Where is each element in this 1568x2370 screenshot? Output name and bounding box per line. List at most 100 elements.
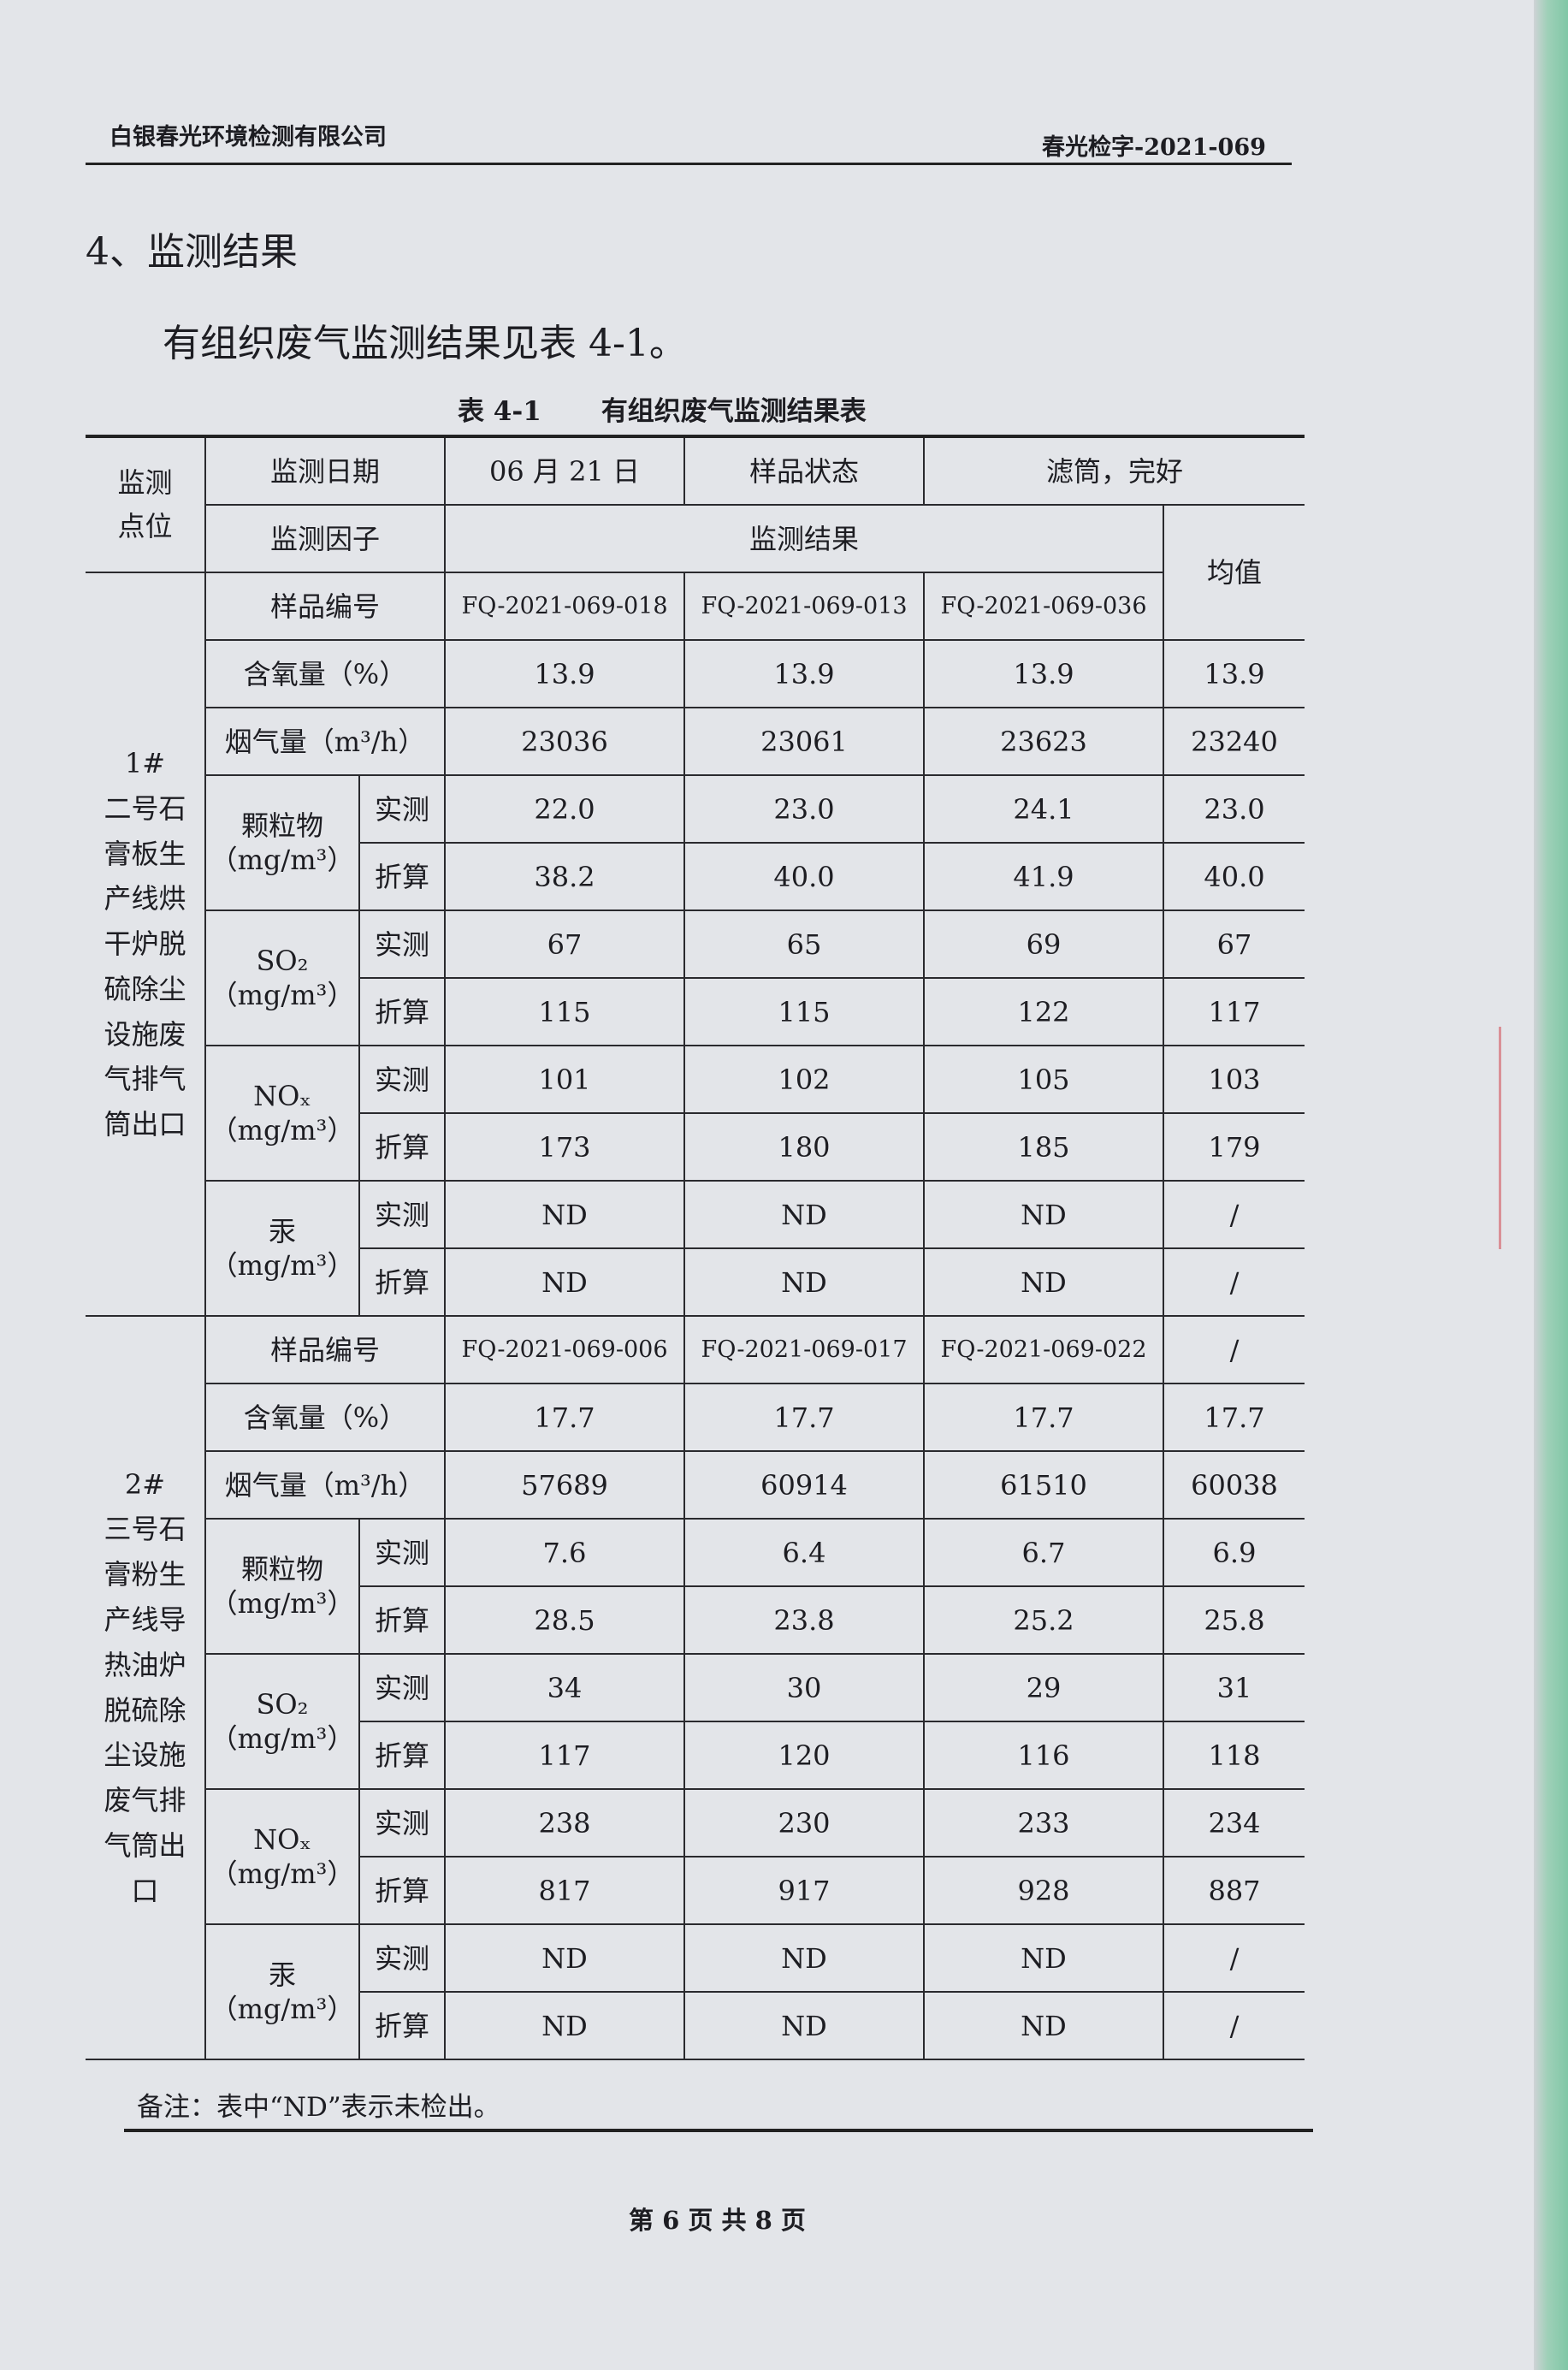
sample-id-label: 样品编号 — [204, 1315, 446, 1384]
flow-value: 61510 — [923, 1450, 1164, 1520]
converted-label: 折算 — [358, 1112, 446, 1182]
converted-value: 25.2 — [923, 1585, 1164, 1655]
measured-value: 67 — [444, 909, 685, 979]
measured-value: ND — [923, 1923, 1164, 1993]
converted-value: 28.5 — [444, 1585, 685, 1655]
section-title: 4、监测结果 — [86, 230, 298, 274]
table-row: 含氧量（%） 17.7 17.7 17.7 17.7 — [86, 1383, 1305, 1452]
converted-mean: 25.8 — [1163, 1585, 1305, 1655]
converted-value: 38.2 — [444, 842, 685, 911]
pollutant-unit: （mg/m³） — [210, 1722, 355, 1755]
converted-mean: 179 — [1163, 1112, 1305, 1182]
pollutant-name-cell: 汞（mg/m³） — [204, 1923, 360, 2060]
site-name-line: 设施废 — [104, 1017, 186, 1051]
measured-mean: / — [1163, 1180, 1305, 1249]
measured-value: ND — [683, 1923, 925, 1993]
flow-mean: 60038 — [1163, 1450, 1305, 1520]
measured-value: 24.1 — [923, 774, 1164, 844]
converted-value: 120 — [683, 1721, 925, 1790]
converted-value: 23.8 — [683, 1585, 925, 1655]
result-label: 监测结果 — [444, 504, 1164, 573]
table-row: 折算 ND ND ND / — [86, 1247, 1305, 1317]
pollutant-unit: （mg/m³） — [210, 1114, 355, 1146]
table-row: 监测因子 监测结果 均值 — [86, 504, 1305, 641]
site-name-line: 1# — [124, 746, 166, 779]
table-row: SO₂ （mg/m³） 实测 67 65 69 67 — [86, 909, 1305, 1046]
site-name-line: 干炉脱 — [104, 927, 186, 961]
header-divider — [86, 163, 1292, 165]
site-name-line: 气筒出 — [104, 1828, 186, 1862]
measured-label: 实测 — [358, 1788, 446, 1857]
pollutant-name: SO₂ — [256, 1688, 309, 1721]
site-name-line: 三号石 — [104, 1513, 186, 1546]
converted-label: 折算 — [358, 977, 446, 1046]
measured-label: 实测 — [358, 774, 446, 844]
pollutant-name: 颗粒物 — [240, 1553, 323, 1585]
site-name-line: 口 — [131, 1874, 159, 1907]
converted-value: 115 — [444, 977, 685, 1046]
site-name-line: 二号石 — [104, 791, 186, 825]
table-row: 含氧量（%） 13.9 13.9 13.9 13.9 — [86, 639, 1305, 708]
table-row: 1# 二号石 膏板生 产线烘 干炉脱 硫除尘 设施废 气排气 筒出口 样品编号 FQ-2021-06… — [86, 572, 1305, 1317]
site-name-line: 脱硫除 — [104, 1693, 186, 1727]
measured-value: 238 — [444, 1788, 685, 1857]
site-name-line: 尘设施 — [104, 1739, 186, 1772]
measured-label: 实测 — [358, 1518, 446, 1587]
table-row: 颗粒物 （mg/m³） 实测 7.6 6.4 6.7 6.9 — [86, 1518, 1305, 1655]
converted-label: 折算 — [358, 1991, 446, 2060]
converted-value: 917 — [683, 1856, 925, 1925]
table-row: NOₓ （mg/m³） 实测 101 102 105 103 — [86, 1045, 1305, 1182]
oxygen-value: 13.9 — [923, 639, 1164, 708]
table-row: 折算 117 120 116 118 — [86, 1721, 1305, 1790]
state-value: 滤筒，完好 — [923, 435, 1305, 506]
table-row: 2# 三号石 膏粉生 产线导 热油炉 脱硫除 尘设施 废气排 气筒出口样品编号 FQ-2021-0… — [86, 1315, 1305, 2060]
sample-id: FQ-2021-069-018 — [444, 572, 685, 641]
converted-value: ND — [444, 1247, 685, 1317]
converted-value: 928 — [923, 1856, 1164, 1925]
measured-value: 23.0 — [683, 774, 925, 844]
site-name-line: 废气排 — [104, 1784, 186, 1817]
page-edge — [1534, 0, 1568, 2370]
oxygen-value: 17.7 — [923, 1383, 1164, 1452]
site-name-line: 2# — [124, 1467, 166, 1501]
table-note: 备注：表中“ND”表示未检出。 — [137, 2092, 500, 2123]
measured-value: 34 — [444, 1653, 685, 1722]
site-name-line: 产线烘 — [104, 882, 186, 915]
flow-value: 60914 — [683, 1450, 925, 1520]
site-name: 1# 二号石 膏板生 产线烘 干炉脱 硫除尘 设施废 气排气 筒出口 — [86, 572, 206, 1317]
measured-mean: 103 — [1163, 1045, 1305, 1114]
table-row: 折算 28.5 23.8 25.2 25.8 — [86, 1585, 1305, 1655]
date-value: 06 月 21 日 — [444, 435, 685, 506]
pollutant-name-cell: NOₓ （mg/m³） — [204, 1788, 360, 1925]
pollutant-name-cell: 颗粒物 （mg/m³） — [204, 1518, 360, 1655]
measured-value: 230 — [683, 1788, 925, 1857]
pollutant-name: 颗粒物 — [240, 809, 323, 842]
converted-label: 折算 — [358, 1856, 446, 1925]
results-table: 监测点位 监测日期 06 月 21 日 样品状态 滤筒，完好 监测因子 监测结果… — [86, 435, 1305, 2060]
table-row: 颗粒物 （mg/m³） 实测 22.0 23.0 24.1 23.0 — [86, 774, 1305, 911]
oxygen-value: 17.7 — [444, 1383, 685, 1452]
sample-mean: / — [1163, 1315, 1305, 1384]
table-row: 折算 817 917 928 887 — [86, 1856, 1305, 1925]
date-label: 监测日期 — [204, 435, 446, 506]
measured-value: 65 — [683, 909, 925, 979]
converted-label: 折算 — [358, 1721, 446, 1790]
converted-value: 41.9 — [923, 842, 1164, 911]
table-row: 烟气量（m³/h） 23036 23061 23623 23240 — [86, 707, 1305, 776]
converted-mean: 117 — [1163, 977, 1305, 1046]
measured-value: ND — [444, 1923, 685, 1993]
measured-value: 69 — [923, 909, 1164, 979]
measured-value: 101 — [444, 1045, 685, 1114]
measured-mean: / — [1163, 1923, 1305, 1993]
oxygen-mean: 17.7 — [1163, 1383, 1305, 1452]
pollutant-name: NOₓ — [253, 1823, 311, 1856]
converted-label: 折算 — [358, 842, 446, 911]
converted-label: 折算 — [358, 1247, 446, 1317]
pollutant-unit: （mg/m³） — [210, 1993, 355, 2025]
converted-value: 180 — [683, 1112, 925, 1182]
measured-value: 29 — [923, 1653, 1164, 1722]
oxygen-label: 含氧量（%） — [204, 639, 446, 708]
table-row: 监测点位 监测日期 06 月 21 日 样品状态 滤筒，完好 — [86, 435, 1305, 573]
measured-value: 105 — [923, 1045, 1164, 1114]
measured-value: 102 — [683, 1045, 925, 1114]
